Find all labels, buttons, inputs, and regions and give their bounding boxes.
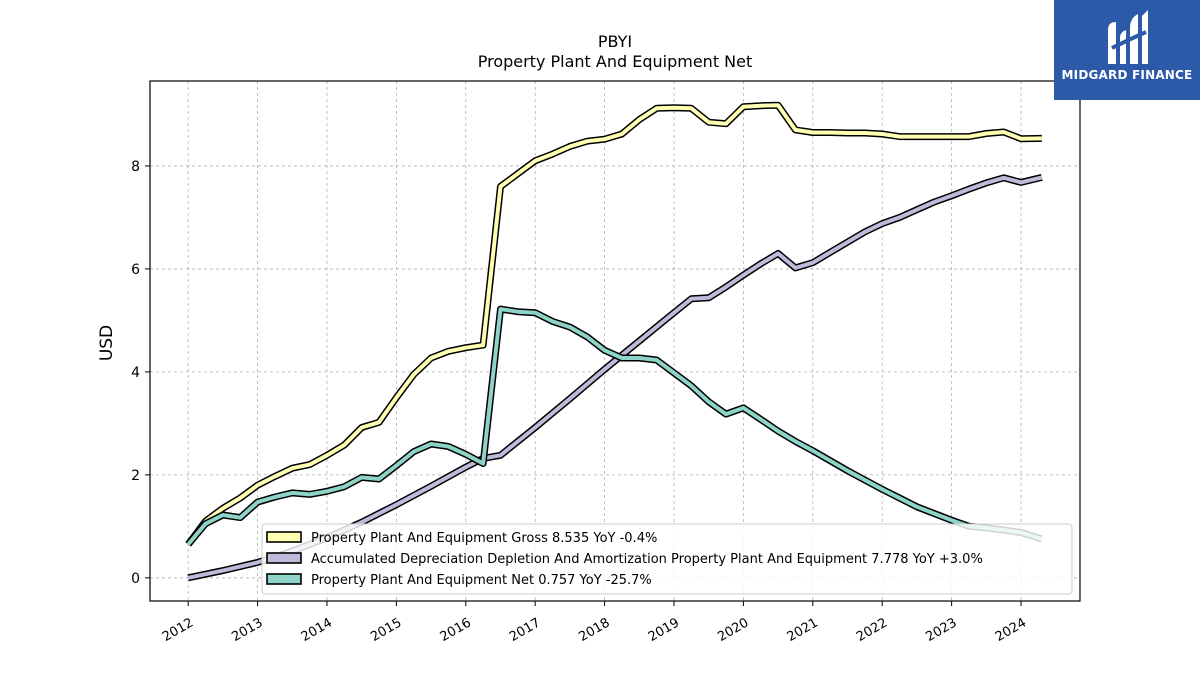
y-tick-label: 0 bbox=[131, 571, 140, 587]
x-tick-label: 2012 bbox=[160, 615, 196, 645]
x-tick-label: 2013 bbox=[229, 615, 265, 645]
legend-swatch-2 bbox=[266, 552, 302, 564]
plot-frame bbox=[149, 80, 1081, 602]
chart-title: PBYI bbox=[597, 32, 633, 51]
x-tick-label: 2021 bbox=[785, 615, 821, 645]
y-axis-ticks: 0 2 4 6 8 bbox=[131, 159, 150, 587]
x-tick-label: 2020 bbox=[715, 615, 751, 645]
series-outline-2 bbox=[187, 173, 1043, 582]
legend-label-2: Accumulated Depreciation Depletion And A… bbox=[311, 552, 983, 567]
grid bbox=[150, 81, 1080, 601]
series-line-2 bbox=[187, 175, 1043, 580]
y-tick-label: 6 bbox=[131, 262, 140, 278]
series-line-1 bbox=[186, 103, 1042, 546]
logo-text: MIDGARD FINANCE bbox=[1061, 68, 1193, 82]
chart-subtitle: Property Plant And Equipment Net bbox=[477, 52, 753, 71]
x-tick-label: 2014 bbox=[299, 615, 335, 645]
x-tick-label: 2015 bbox=[368, 615, 404, 645]
y-tick-label: 2 bbox=[131, 468, 140, 484]
x-tick-label: 2017 bbox=[507, 615, 543, 645]
x-tick-label: 2019 bbox=[646, 615, 682, 645]
y-axis-label: USD bbox=[97, 325, 117, 361]
series-lines bbox=[185, 101, 1043, 582]
y-tick-label: 4 bbox=[131, 365, 140, 381]
x-tick-label: 2016 bbox=[438, 615, 474, 645]
x-tick-label: 2018 bbox=[576, 615, 612, 645]
x-tick-label: 2023 bbox=[923, 615, 959, 645]
x-axis-ticks: 2012 2013 2014 2015 2016 2017 2018 2019 2020 2021… bbox=[160, 601, 1029, 645]
legend-swatch-1 bbox=[266, 531, 302, 543]
legend-swatch-3 bbox=[266, 573, 302, 585]
x-tick-label: 2022 bbox=[854, 615, 890, 645]
legend-label-1: Property Plant And Equipment Gross 8.535… bbox=[311, 531, 657, 546]
legend-box bbox=[261, 523, 1073, 595]
midgard-finance-logo: MIDGARD FINANCE bbox=[1054, 0, 1200, 100]
x-tick-label: 2024 bbox=[993, 615, 1029, 645]
series-outline-1 bbox=[185, 101, 1042, 547]
legend: Property Plant And Equipment Gross 8.535… bbox=[261, 523, 1073, 595]
midgard-logo-icon bbox=[1108, 10, 1148, 64]
series-line-3 bbox=[186, 307, 1043, 546]
series-outline-3 bbox=[185, 305, 1043, 547]
y-tick-label: 8 bbox=[131, 159, 140, 175]
legend-label-3: Property Plant And Equipment Net 0.757 Y… bbox=[311, 573, 652, 588]
